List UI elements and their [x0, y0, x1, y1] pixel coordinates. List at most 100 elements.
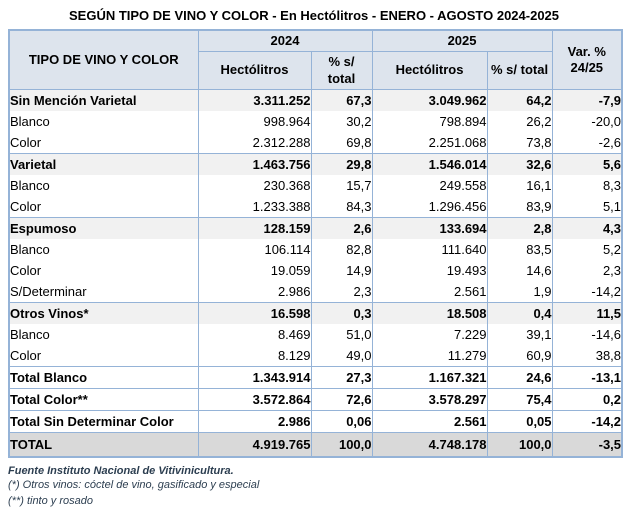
cell-pct-2025: 0,4: [486, 301, 553, 324]
cell-hectolitros-2024: 2.312.288: [197, 131, 312, 154]
row-label: Color: [8, 131, 199, 154]
cell-var-pct: 5,6: [551, 152, 623, 175]
cell-pct-2025: 26,2: [486, 110, 553, 132]
table-row: Espumoso 128.159 2,6 133.694 2,8 4,3: [8, 216, 623, 239]
cell-pct-2024: 29,8: [310, 152, 373, 175]
cell-hectolitros-2024: 998.964: [197, 110, 312, 132]
cell-pct-2024: 84,3: [310, 195, 373, 218]
row-label: Blanco: [8, 238, 199, 260]
cell-pct-2025: 24,6: [486, 365, 553, 389]
cell-hectolitros-2025: 111.640: [371, 238, 488, 260]
cell-var-pct: 4,3: [551, 216, 623, 239]
cell-pct-2024: 100,0: [310, 431, 373, 457]
cell-pct-2025: 16,1: [486, 174, 553, 196]
cell-hectolitros-2024: 106.114: [197, 238, 312, 260]
table-row: Total Color** 3.572.864 72,6 3.578.297 75,4 0…: [8, 387, 623, 411]
footnote-otros-vinos: (*) Otros vinos: cóctel de vino, gasific…: [8, 479, 260, 492]
cell-hectolitros-2024: 8.129: [197, 344, 312, 367]
cell-pct-2024: 0,3: [310, 301, 373, 324]
row-label: Espumoso: [8, 216, 199, 239]
cell-pct-2025: 75,4: [486, 387, 553, 411]
row-label: Total Color**: [8, 387, 199, 411]
cell-hectolitros-2025: 11.279: [371, 344, 488, 367]
cell-pct-2025: 0,05: [486, 409, 553, 433]
wine-stats-table: TIPO DE VINO Y COLOR 2024 2025 Var. % 24…: [8, 29, 624, 458]
row-label: Blanco: [8, 110, 199, 132]
cell-pct-2025: 60,9: [486, 344, 553, 367]
cell-hectolitros-2024: 1.463.756: [197, 152, 312, 175]
cell-var-pct: 8,3: [551, 174, 623, 196]
table-row: Otros Vinos* 16.598 0,3 18.508 0,4 11,5: [8, 301, 623, 324]
cell-pct-2025: 2,8: [486, 216, 553, 239]
table-row: Color 8.129 49,0 11.279 60,9 38,8: [8, 344, 623, 367]
cell-pct-2025: 32,6: [486, 152, 553, 175]
table-row: Varietal 1.463.756 29,8 1.546.014 32,6 5,6: [8, 152, 623, 175]
table-row: Color 19.059 14,9 19.493 14,6 2,3: [8, 259, 623, 281]
table-row: S/Determinar 2.986 2,3 2.561 1,9 -14,2: [8, 280, 623, 303]
table-row: TOTAL 4.919.765 100,0 4.748.178 100,0 -3,5: [8, 431, 623, 457]
row-label: Blanco: [8, 323, 199, 345]
row-label: S/Determinar: [8, 280, 199, 303]
cell-pct-2025: 1,9: [486, 280, 553, 303]
cell-hectolitros-2025: 4.748.178: [371, 431, 488, 457]
cell-hectolitros-2024: 4.919.765: [197, 431, 312, 457]
cell-pct-2024: 15,7: [310, 174, 373, 196]
cell-pct-2025: 73,8: [486, 131, 553, 154]
cell-hectolitros-2025: 1.546.014: [371, 152, 488, 175]
footnote-tinto-rosado: (**) tinto y rosado: [8, 494, 93, 507]
row-label: Blanco: [8, 174, 199, 196]
cell-pct-2024: 27,3: [310, 365, 373, 389]
cell-var-pct: -14,2: [551, 409, 623, 433]
cell-var-pct: -14,2: [551, 280, 623, 303]
table-row: Color 2.312.288 69,8 2.251.068 73,8 -2,6: [8, 131, 623, 154]
cell-hectolitros-2025: 133.694: [371, 216, 488, 239]
cell-pct-2025: 100,0: [486, 431, 553, 457]
table-row: Sin Mención Varietal 3.311.252 67,3 3.049.9…: [8, 88, 623, 111]
cell-hectolitros-2024: 3.572.864: [197, 387, 312, 411]
cell-pct-2024: 72,6: [310, 387, 373, 411]
table-row: Blanco 106.114 82,8 111.640 83,5 5,2: [8, 238, 623, 260]
cell-hectolitros-2025: 798.894: [371, 110, 488, 132]
cell-hectolitros-2025: 7.229: [371, 323, 488, 345]
row-label: Otros Vinos*: [8, 301, 199, 324]
row-label: Total Sin Determinar Color: [8, 409, 199, 433]
header-pct-total-2025: % s/ total: [486, 51, 553, 90]
cell-var-pct: -2,6: [551, 131, 623, 154]
cell-var-pct: -14,6: [551, 323, 623, 345]
cell-hectolitros-2025: 3.049.962: [371, 88, 488, 111]
cell-hectolitros-2025: 2.561: [371, 409, 488, 433]
header-year-2025: 2025: [371, 29, 553, 53]
cell-pct-2024: 67,3: [310, 88, 373, 111]
cell-hectolitros-2025: 3.578.297: [371, 387, 488, 411]
cell-var-pct: 5,1: [551, 195, 623, 218]
table-row: Color 1.233.388 84,3 1.296.456 83,9 5,1: [8, 195, 623, 218]
table-row: Total Blanco 1.343.914 27,3 1.167.321 24,6 -1…: [8, 365, 623, 389]
cell-var-pct: -20,0: [551, 110, 623, 132]
cell-var-pct: 2,3: [551, 259, 623, 281]
table-header: TIPO DE VINO Y COLOR 2024 2025 Var. % 24…: [8, 29, 623, 90]
cell-pct-2025: 83,5: [486, 238, 553, 260]
header-hectolitros-2024: Hectólitros: [197, 51, 312, 90]
cell-pct-2025: 64,2: [486, 88, 553, 111]
cell-var-pct: 38,8: [551, 344, 623, 367]
cell-pct-2024: 69,8: [310, 131, 373, 154]
cell-hectolitros-2024: 1.233.388: [197, 195, 312, 218]
row-label: Total Blanco: [8, 365, 199, 389]
page-title: SEGÚN TIPO DE VINO Y COLOR - En Hectólit…: [68, 8, 560, 23]
table-row: Total Sin Determinar Color 2.986 0,06 2.561…: [8, 409, 623, 433]
cell-pct-2024: 49,0: [310, 344, 373, 367]
cell-hectolitros-2025: 1.167.321: [371, 365, 488, 389]
header-year-2024: 2024: [197, 29, 373, 53]
table-body: Sin Mención Varietal 3.311.252 67,3 3.049.9…: [8, 88, 623, 457]
cell-var-pct: 5,2: [551, 238, 623, 260]
header-pct-total-2024: % s/ total: [310, 51, 373, 90]
table-row: Blanco 998.964 30,2 798.894 26,2 -20,0: [8, 110, 623, 132]
cell-hectolitros-2024: 2.986: [197, 280, 312, 303]
cell-var-pct: 11,5: [551, 301, 623, 324]
row-label: Varietal: [8, 152, 199, 175]
cell-var-pct: -7,9: [551, 88, 623, 111]
page: { "title": "SEGÚN TIPO DE VINO Y COLOR -…: [0, 8, 628, 511]
table-row: Blanco 230.368 15,7 249.558 16,1 8,3: [8, 174, 623, 196]
header-var-pct: Var. % 24/25: [551, 29, 623, 90]
cell-hectolitros-2024: 3.311.252: [197, 88, 312, 111]
